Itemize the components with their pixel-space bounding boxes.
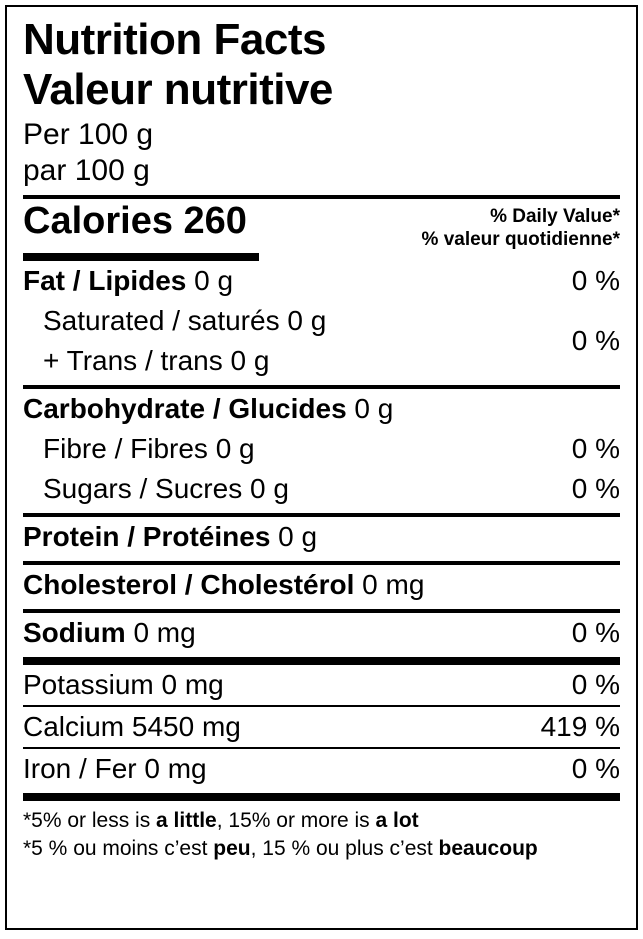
calcium-label: Calcium 5450 mg: [23, 711, 241, 742]
row-saturated-trans: Saturated / saturés 0 g + Trans / trans …: [23, 301, 620, 381]
daily-value-header-english: % Daily Value*: [490, 206, 620, 227]
iron-percent: 0 %: [571, 753, 620, 784]
rule-above-sodium: [23, 609, 620, 613]
cholesterol-amount: 0 mg: [354, 569, 425, 600]
row-fibre: Fibre / Fibres 0 g 0 %: [23, 429, 620, 469]
footnote-fr-peu: peu: [213, 837, 251, 860]
row-iron: Iron / Fer 0 mg 0 %: [23, 749, 620, 789]
footnote-fr-beaucoup: beaucoup: [438, 837, 538, 860]
title-english: Nutrition Facts: [23, 15, 326, 64]
rule-above-cholesterol: [23, 561, 620, 565]
row-protein: Protein / Protéines 0 g: [23, 517, 620, 557]
footnote-en-a-little: a little: [156, 809, 217, 832]
footnote-en-mid: , 15% or more is: [216, 809, 376, 832]
fat-amount: 0 g: [186, 265, 234, 296]
nutrition-facts-label: Nutrition Facts Valeur nutritive Per 100…: [5, 5, 638, 930]
trans-label: + Trans / trans 0 g: [43, 345, 270, 376]
sugars-label: Sugars / Sucres 0 g: [43, 473, 289, 504]
daily-value-header-french: % valeur quotidienne*: [421, 229, 620, 250]
potassium-label: Potassium 0 mg: [23, 669, 224, 700]
carbohydrate-amount: 0 g: [346, 393, 394, 424]
fibre-label: Fibre / Fibres 0 g: [43, 433, 255, 464]
sodium-amount: 0 mg: [125, 617, 196, 648]
row-cholesterol: Cholesterol / Cholestérol 0 mg: [23, 565, 620, 605]
saturated-trans-percent: 0 %: [571, 325, 620, 356]
footnote-french: *5 % ou moins c’est peu, 15 % ou plus c’…: [23, 835, 620, 863]
serving-size-french: par 100 g: [23, 154, 150, 187]
carbohydrate-label: Carbohydrate / Glucides: [23, 393, 347, 424]
footnote-english: *5% or less is a little, 15% or more is …: [23, 801, 620, 835]
row-sodium: Sodium 0 mg 0 %: [23, 613, 620, 653]
iron-label: Iron / Fer 0 mg: [23, 753, 207, 784]
footnote-fr-pre: *5 % ou moins c’est: [23, 837, 214, 860]
row-potassium: Potassium 0 mg 0 %: [23, 665, 620, 705]
protein-label: Protein / Protéines: [23, 521, 271, 552]
calories-label: Calories 260: [23, 200, 247, 242]
serving-size-english: Per 100 g: [23, 118, 154, 151]
rule-above-carbohydrate: [23, 385, 620, 389]
fibre-percent: 0 %: [571, 433, 620, 464]
rule-above-iron: [23, 747, 620, 749]
sodium-label: Sodium: [23, 617, 126, 648]
calories-block: Calories 260 % Daily Value* % valeur quo…: [23, 199, 620, 261]
calcium-percent: 419 %: [540, 711, 620, 742]
thick-bar-after-sodium: [23, 657, 620, 665]
saturated-label: Saturated / saturés 0 g: [43, 305, 327, 336]
rule-above-calcium: [23, 705, 620, 707]
potassium-percent: 0 %: [571, 669, 620, 700]
sugars-percent: 0 %: [571, 473, 620, 504]
footnote-fr-mid: , 15 % ou plus c’est: [250, 837, 439, 860]
sodium-percent: 0 %: [571, 617, 620, 648]
footnote-en-pre: *5% or less is: [23, 809, 157, 832]
thick-bar-above-footnote: [23, 793, 620, 801]
footnote-en-a-lot: a lot: [375, 809, 419, 832]
row-fat: Fat / Lipides 0 g 0 %: [23, 261, 620, 301]
row-carbohydrate: Carbohydrate / Glucides 0 g: [23, 389, 620, 429]
rule-above-protein: [23, 513, 620, 517]
cholesterol-label: Cholesterol / Cholestérol: [23, 569, 355, 600]
protein-amount: 0 g: [270, 521, 318, 552]
row-calcium: Calcium 5450 mg 419 %: [23, 707, 620, 747]
calories-underline-bar: [23, 253, 259, 261]
title-french: Valeur nutritive: [23, 65, 333, 114]
row-sugars: Sugars / Sucres 0 g 0 %: [23, 469, 620, 509]
rule-above-calories: [23, 195, 620, 199]
fat-label: Fat / Lipides: [23, 265, 187, 296]
fat-percent: 0 %: [571, 265, 620, 296]
